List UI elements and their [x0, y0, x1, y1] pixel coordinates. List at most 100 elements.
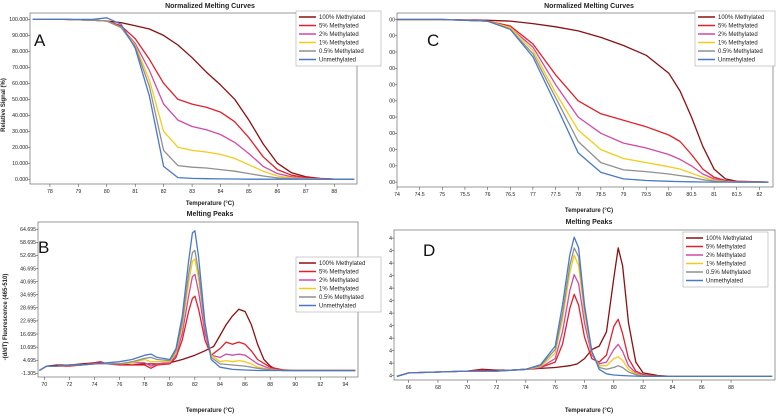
chart-a-x-tick-label: 79	[75, 189, 81, 195]
chart-b-legend-label: 2% Methylated	[319, 278, 359, 284]
chart-a-x-tick-label: 86	[274, 189, 280, 195]
chart-c-x-tick-label: 80.5	[686, 192, 696, 198]
chart-b-x-tick-label: 78	[142, 382, 148, 388]
chart-c-y-tick-label: 40.000	[389, 115, 395, 121]
chart-d-y-tick-label: 49.474	[389, 286, 392, 292]
chart-c-x-tick-label: 80	[666, 192, 672, 198]
panel-d-label: D	[423, 241, 435, 260]
chart-c: Normalized Melting Curves Temperature (°…	[376, 0, 778, 222]
chart-c-x-tick-label: 76.5	[505, 192, 515, 198]
chart-c-x-tick-label: 81.5	[732, 192, 742, 198]
chart-c-x-tick-label: 78.5	[596, 192, 606, 198]
panel-b-label: B	[38, 238, 49, 257]
chart-c-legend-label: 1% Methylated	[718, 41, 758, 47]
chart-a-x-tick-label: 85	[246, 189, 252, 195]
chart-c-x-tick-label: 77.5	[550, 192, 560, 198]
chart-a-y-tick-label: 50.000	[12, 97, 28, 103]
chart-c-x-tick-label: 79.5	[641, 192, 651, 198]
chart-a-y-tick-label: 20.000	[12, 145, 28, 151]
chart-d-legend-label: 2% Methylated	[706, 253, 746, 259]
chart-a-y-tick-label: 100.000	[9, 17, 28, 23]
chart-a-y-tick-label: 90.000	[12, 33, 28, 39]
chart-b-y-tick-label: 4.695	[23, 358, 36, 364]
chart-b: Melting Peaks Temperature (°C) -(d/dT) F…	[0, 207, 389, 415]
chart-d-x-tick-label: 72	[494, 385, 500, 391]
chart-c-x-tick-label: 82	[757, 192, 763, 198]
chart-a-ylabel: Relative Signal (%)	[1, 78, 7, 132]
chart-b-x-tick-label: 86	[242, 382, 248, 388]
chart-d-y-tick-label: 42.474	[389, 298, 392, 304]
chart-a-legend-label: 0.5% Methylated	[319, 49, 364, 55]
chart-a-y-tick-label: 80.000	[12, 49, 28, 55]
chart-d-x-tick-label: 84	[670, 385, 676, 391]
chart-a-x-tick-label: 84	[218, 189, 224, 195]
chart-d-x-tick-label: 66	[406, 385, 412, 391]
chart-a-title: Normalized Melting Curves	[165, 3, 255, 10]
chart-b-x-tick-label: 88	[267, 382, 273, 388]
chart-d-x-tick-label: 70	[464, 385, 470, 391]
chart-c-legend-label: Unmethylated	[718, 58, 755, 64]
chart-a-x-tick-label: 81	[132, 189, 138, 195]
chart-b-y-tick-label: 22.695	[20, 319, 36, 325]
chart-c-y-tick-label: 80.000	[389, 50, 395, 56]
chart-a-legend-label: Unmethylated	[319, 58, 356, 64]
chart-b-x-tick-label: 70	[41, 382, 47, 388]
chart-d-legend-label: 100% Methylated	[706, 236, 752, 242]
chart-a-series-100-methylated	[32, 18, 355, 180]
chart-c-series-5-methylated	[397, 18, 769, 183]
chart-d-legend-label: 5% Methylated	[706, 245, 746, 251]
chart-d: Melting Peaks Temperature (°C) 66 68 70 72 7…	[376, 215, 778, 415]
chart-c-y-tick-label: 10.000	[389, 164, 395, 170]
chart-a-x-tick-label: 82	[161, 189, 167, 195]
chart-a-x-tick-label: 88	[331, 189, 337, 195]
chart-c-series-100-methylated	[397, 18, 769, 183]
chart-a-legend-label: 2% Methylated	[319, 32, 359, 38]
chart-a-x-tick-label: 87	[303, 189, 309, 195]
chart-a: Normalized Melting Curves Temperature (°…	[0, 0, 389, 207]
chart-b-y-tick-label: 28.695	[20, 306, 36, 312]
chart-c-x-tick-label: 74	[394, 192, 400, 198]
chart-b-legend-label: 1% Methylated	[319, 287, 359, 293]
panel-a-label: A	[34, 31, 46, 50]
chart-b-x-tick-label: 94	[343, 382, 349, 388]
chart-b-legend-label: 0.5% Methylated	[319, 295, 364, 301]
chart-d-x-tick-label: 88	[728, 385, 734, 391]
chart-d-y-tick-label: 56.474	[389, 273, 392, 279]
chart-c-series-unmethylated	[397, 18, 769, 183]
chart-c-legend-label: 100% Methylated	[718, 15, 764, 21]
chart-d-x-tick-label: 68	[435, 385, 441, 391]
chart-c-legend-label: 2% Methylated	[718, 32, 758, 38]
chart-d-legend-label: 1% Methylated	[706, 262, 746, 268]
chart-d-legend-label: Unmethylated	[706, 279, 743, 285]
chart-c-series-1-methylated	[397, 18, 769, 183]
chart-b-y-tick-label: 40.695	[20, 279, 36, 285]
chart-d-legend-label: 0.5% Methylated	[706, 270, 751, 276]
chart-d-title-svg: Melting Peaks	[566, 219, 613, 226]
chart-d-x-tick-label: 78	[582, 385, 588, 391]
panel-c: Normalized Melting Curves Temperature (°…	[376, 0, 778, 222]
chart-c-x-tick-label: 74.5	[415, 192, 425, 198]
chart-b-x-tick-label: 82	[192, 382, 198, 388]
chart-c-y-tick-label: 20.000	[389, 147, 395, 153]
panel-d: Melting Peaks Temperature (°C) 66 68 70 72 7…	[376, 215, 778, 415]
chart-b-y-tick-label: -1.305	[21, 371, 36, 377]
chart-d-y-tick-label: 35.474	[389, 311, 392, 317]
chart-d-title-top: Melting Peaks	[566, 219, 613, 226]
chart-c-y-tick-label: 90.000	[389, 34, 395, 40]
chart-c-y-tick-label: 70.000	[389, 66, 395, 72]
chart-d-y-tick-label: 21.474	[389, 336, 392, 342]
chart-c-x-tick-label: 78	[575, 192, 581, 198]
chart-a-x-tick-label: 80	[104, 189, 110, 195]
chart-b-y-tick-label: 34.695	[20, 293, 36, 299]
chart-a-xlabel: Temperature (°C)	[186, 201, 234, 207]
chart-b-legend-label: Unmethylated	[319, 304, 356, 310]
chart-d-y-tick-label: 28.474	[389, 323, 392, 329]
panel-c-label: C	[427, 31, 439, 50]
chart-d-y-tick-label: 77.474	[389, 236, 392, 242]
chart-b-y-tick-label: 46.695	[20, 266, 36, 272]
chart-b-x-tick-label: 72	[66, 382, 72, 388]
chart-d-y-tick-label: 63.474	[389, 261, 392, 267]
chart-b-series-5-methylated	[38, 295, 356, 372]
chart-c-y-tick-label: 100.000	[389, 17, 395, 23]
chart-d-x-tick-label: 76	[552, 385, 558, 391]
